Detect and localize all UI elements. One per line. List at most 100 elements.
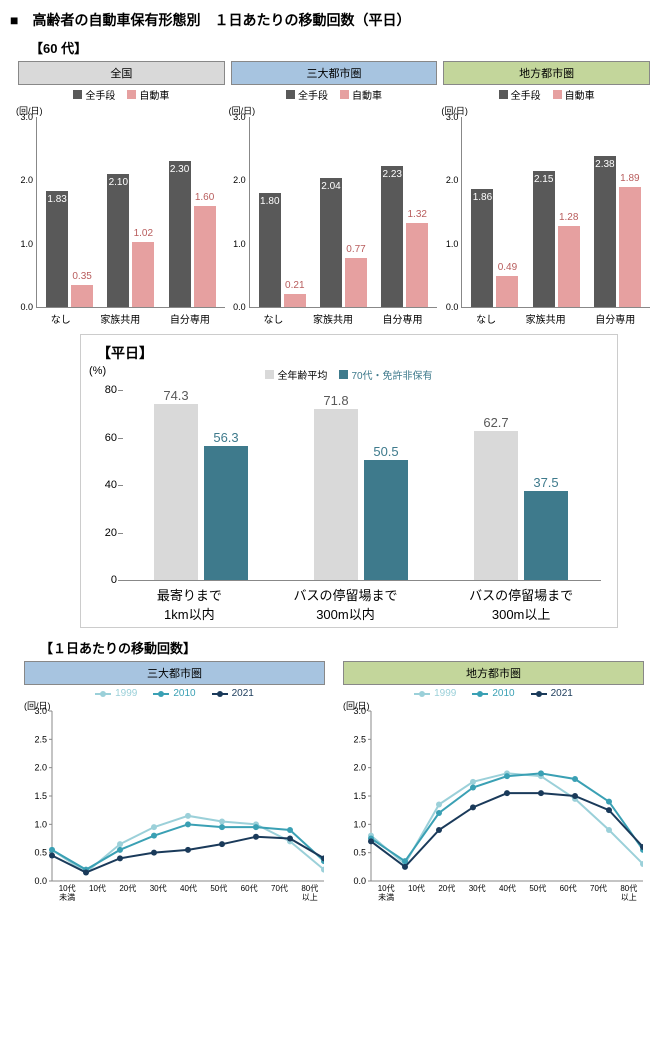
panel-header: 三大都市圏 bbox=[231, 61, 438, 85]
x-labels: 10代 未満10代20代30代40代50代60代70代80代 以上 bbox=[52, 885, 325, 903]
svg-text:2.0: 2.0 bbox=[34, 763, 47, 773]
data-point bbox=[606, 807, 612, 813]
legend: 全手段自動車 bbox=[18, 87, 225, 102]
bar: 1.89 bbox=[619, 187, 641, 307]
svg-text:0.0: 0.0 bbox=[353, 876, 366, 885]
line-chart-svg: 0.00.51.01.52.02.53.0 bbox=[24, 701, 324, 885]
data-point bbox=[287, 827, 293, 833]
bar: 1.02 bbox=[132, 242, 154, 307]
data-point bbox=[151, 850, 157, 856]
weekday-label: 【平日】 bbox=[97, 343, 609, 363]
data-point bbox=[504, 790, 510, 796]
data-point bbox=[368, 838, 374, 844]
mini-chart: 地方都市圏全手段自動車(回/日)0.01.02.03.01.860.492.15… bbox=[443, 61, 650, 326]
bar-plot: 0.01.02.03.01.860.492.151.282.381.89 bbox=[461, 117, 650, 308]
bar: 62.7 bbox=[474, 431, 518, 580]
data-point bbox=[151, 833, 157, 839]
data-point bbox=[436, 810, 442, 816]
pct-y-unit: (%) bbox=[89, 365, 106, 377]
data-point bbox=[117, 855, 123, 861]
data-point bbox=[436, 827, 442, 833]
data-point bbox=[219, 819, 225, 825]
legend-item: 70代・免許非保有 bbox=[339, 367, 432, 382]
section3-row: 三大都市圏199920102021(回/日)0.00.51.01.52.02.5… bbox=[10, 661, 658, 903]
line-panel: 三大都市圏199920102021(回/日)0.00.51.01.52.02.5… bbox=[24, 661, 325, 903]
data-point bbox=[287, 836, 293, 842]
section2-panel: 【平日】 (%) 全年齢平均70代・免許非保有 020406080 74.356… bbox=[80, 334, 618, 628]
svg-text:1.0: 1.0 bbox=[353, 819, 366, 829]
x-label: バスの停留場まで 300m以上 bbox=[469, 585, 573, 623]
data-point bbox=[470, 779, 476, 785]
bar: 2.38 bbox=[594, 156, 616, 307]
series-line bbox=[371, 793, 643, 867]
y-axis-unit: (回/日) bbox=[24, 699, 51, 712]
section3-title: 【１日あたりの移動回数】 bbox=[40, 638, 658, 657]
section2-legend: 全年齢平均70代・免許非保有 bbox=[89, 367, 609, 382]
legend: 全手段自動車 bbox=[443, 87, 650, 102]
bar: 0.49 bbox=[496, 276, 518, 307]
data-point bbox=[185, 813, 191, 819]
data-point bbox=[572, 776, 578, 782]
x-labels: なし家族共用自分専用 bbox=[461, 311, 650, 326]
data-point bbox=[185, 847, 191, 853]
x-labels: なし家族共用自分専用 bbox=[36, 311, 225, 326]
series-line bbox=[371, 773, 643, 861]
bar: 0.77 bbox=[345, 258, 367, 307]
bar: 1.86 bbox=[471, 189, 493, 307]
pct-chart: 020406080 74.356.371.850.562.737.5 bbox=[121, 390, 601, 581]
data-point bbox=[606, 799, 612, 805]
section1-charts: 全国全手段自動車(回/日)0.01.02.03.01.830.352.101.0… bbox=[10, 61, 658, 326]
bar: 74.3 bbox=[154, 404, 198, 580]
data-point bbox=[151, 824, 157, 830]
data-point bbox=[504, 773, 510, 779]
svg-text:1.5: 1.5 bbox=[34, 791, 47, 801]
line-chart-svg: 0.00.51.01.52.02.53.0 bbox=[343, 701, 643, 885]
data-point bbox=[185, 821, 191, 827]
svg-text:0.5: 0.5 bbox=[34, 848, 47, 858]
bar: 1.32 bbox=[406, 223, 428, 307]
bar: 1.28 bbox=[558, 226, 580, 307]
data-point bbox=[219, 841, 225, 847]
bar: 1.80 bbox=[259, 193, 281, 307]
panel-header: 全国 bbox=[18, 61, 225, 85]
y-axis-unit: (回/日) bbox=[229, 104, 438, 117]
bar: 71.8 bbox=[314, 409, 358, 580]
data-point bbox=[117, 841, 123, 847]
mini-chart: 全国全手段自動車(回/日)0.01.02.03.01.830.352.101.0… bbox=[18, 61, 225, 326]
data-point bbox=[49, 853, 55, 859]
y-axis-unit: (回/日) bbox=[16, 104, 225, 117]
bar: 1.60 bbox=[194, 206, 216, 307]
bar: 56.3 bbox=[204, 446, 248, 580]
y-axis-unit: (回/日) bbox=[343, 699, 370, 712]
line-legend: 199920102021 bbox=[343, 688, 644, 699]
data-point bbox=[49, 847, 55, 853]
panel-header: 地方都市圏 bbox=[443, 61, 650, 85]
data-point bbox=[470, 785, 476, 791]
data-point bbox=[253, 834, 259, 840]
svg-text:2.5: 2.5 bbox=[353, 734, 366, 744]
main-title: ■ 高齢者の自動車保有形態別 １日あたりの移動回数（平日） bbox=[10, 10, 658, 30]
bar: 0.21 bbox=[284, 294, 306, 307]
bar: 2.30 bbox=[169, 161, 191, 307]
data-point bbox=[117, 847, 123, 853]
x-labels: 10代 未満10代20代30代40代50代60代70代80代 以上 bbox=[371, 885, 644, 903]
data-point bbox=[83, 870, 89, 876]
bar: 37.5 bbox=[524, 491, 568, 580]
panel-header: 三大都市圏 bbox=[24, 661, 325, 685]
mini-chart: 三大都市圏全手段自動車(回/日)0.01.02.03.01.800.212.04… bbox=[231, 61, 438, 326]
x-labels: なし家族共用自分専用 bbox=[249, 311, 438, 326]
x-label: バスの停留場まで 300m以内 bbox=[293, 585, 397, 623]
data-point bbox=[538, 770, 544, 776]
bar-group: 71.850.5 bbox=[314, 390, 408, 580]
bar: 2.15 bbox=[533, 171, 555, 307]
x-label: 最寄りまで 1km以内 bbox=[157, 585, 222, 623]
legend: 全手段自動車 bbox=[231, 87, 438, 102]
bar: 1.83 bbox=[46, 191, 68, 307]
line-panel: 地方都市圏199920102021(回/日)0.00.51.01.52.02.5… bbox=[343, 661, 644, 903]
bar: 2.04 bbox=[320, 178, 342, 307]
data-point bbox=[572, 793, 578, 799]
pct-x-labels: 最寄りまで 1km以内 バスの停留場まで 300m以内 バスの停留場まで 300m以… bbox=[121, 585, 609, 623]
data-point bbox=[606, 827, 612, 833]
svg-text:0.5: 0.5 bbox=[353, 848, 366, 858]
y-axis-unit: (回/日) bbox=[441, 104, 650, 117]
